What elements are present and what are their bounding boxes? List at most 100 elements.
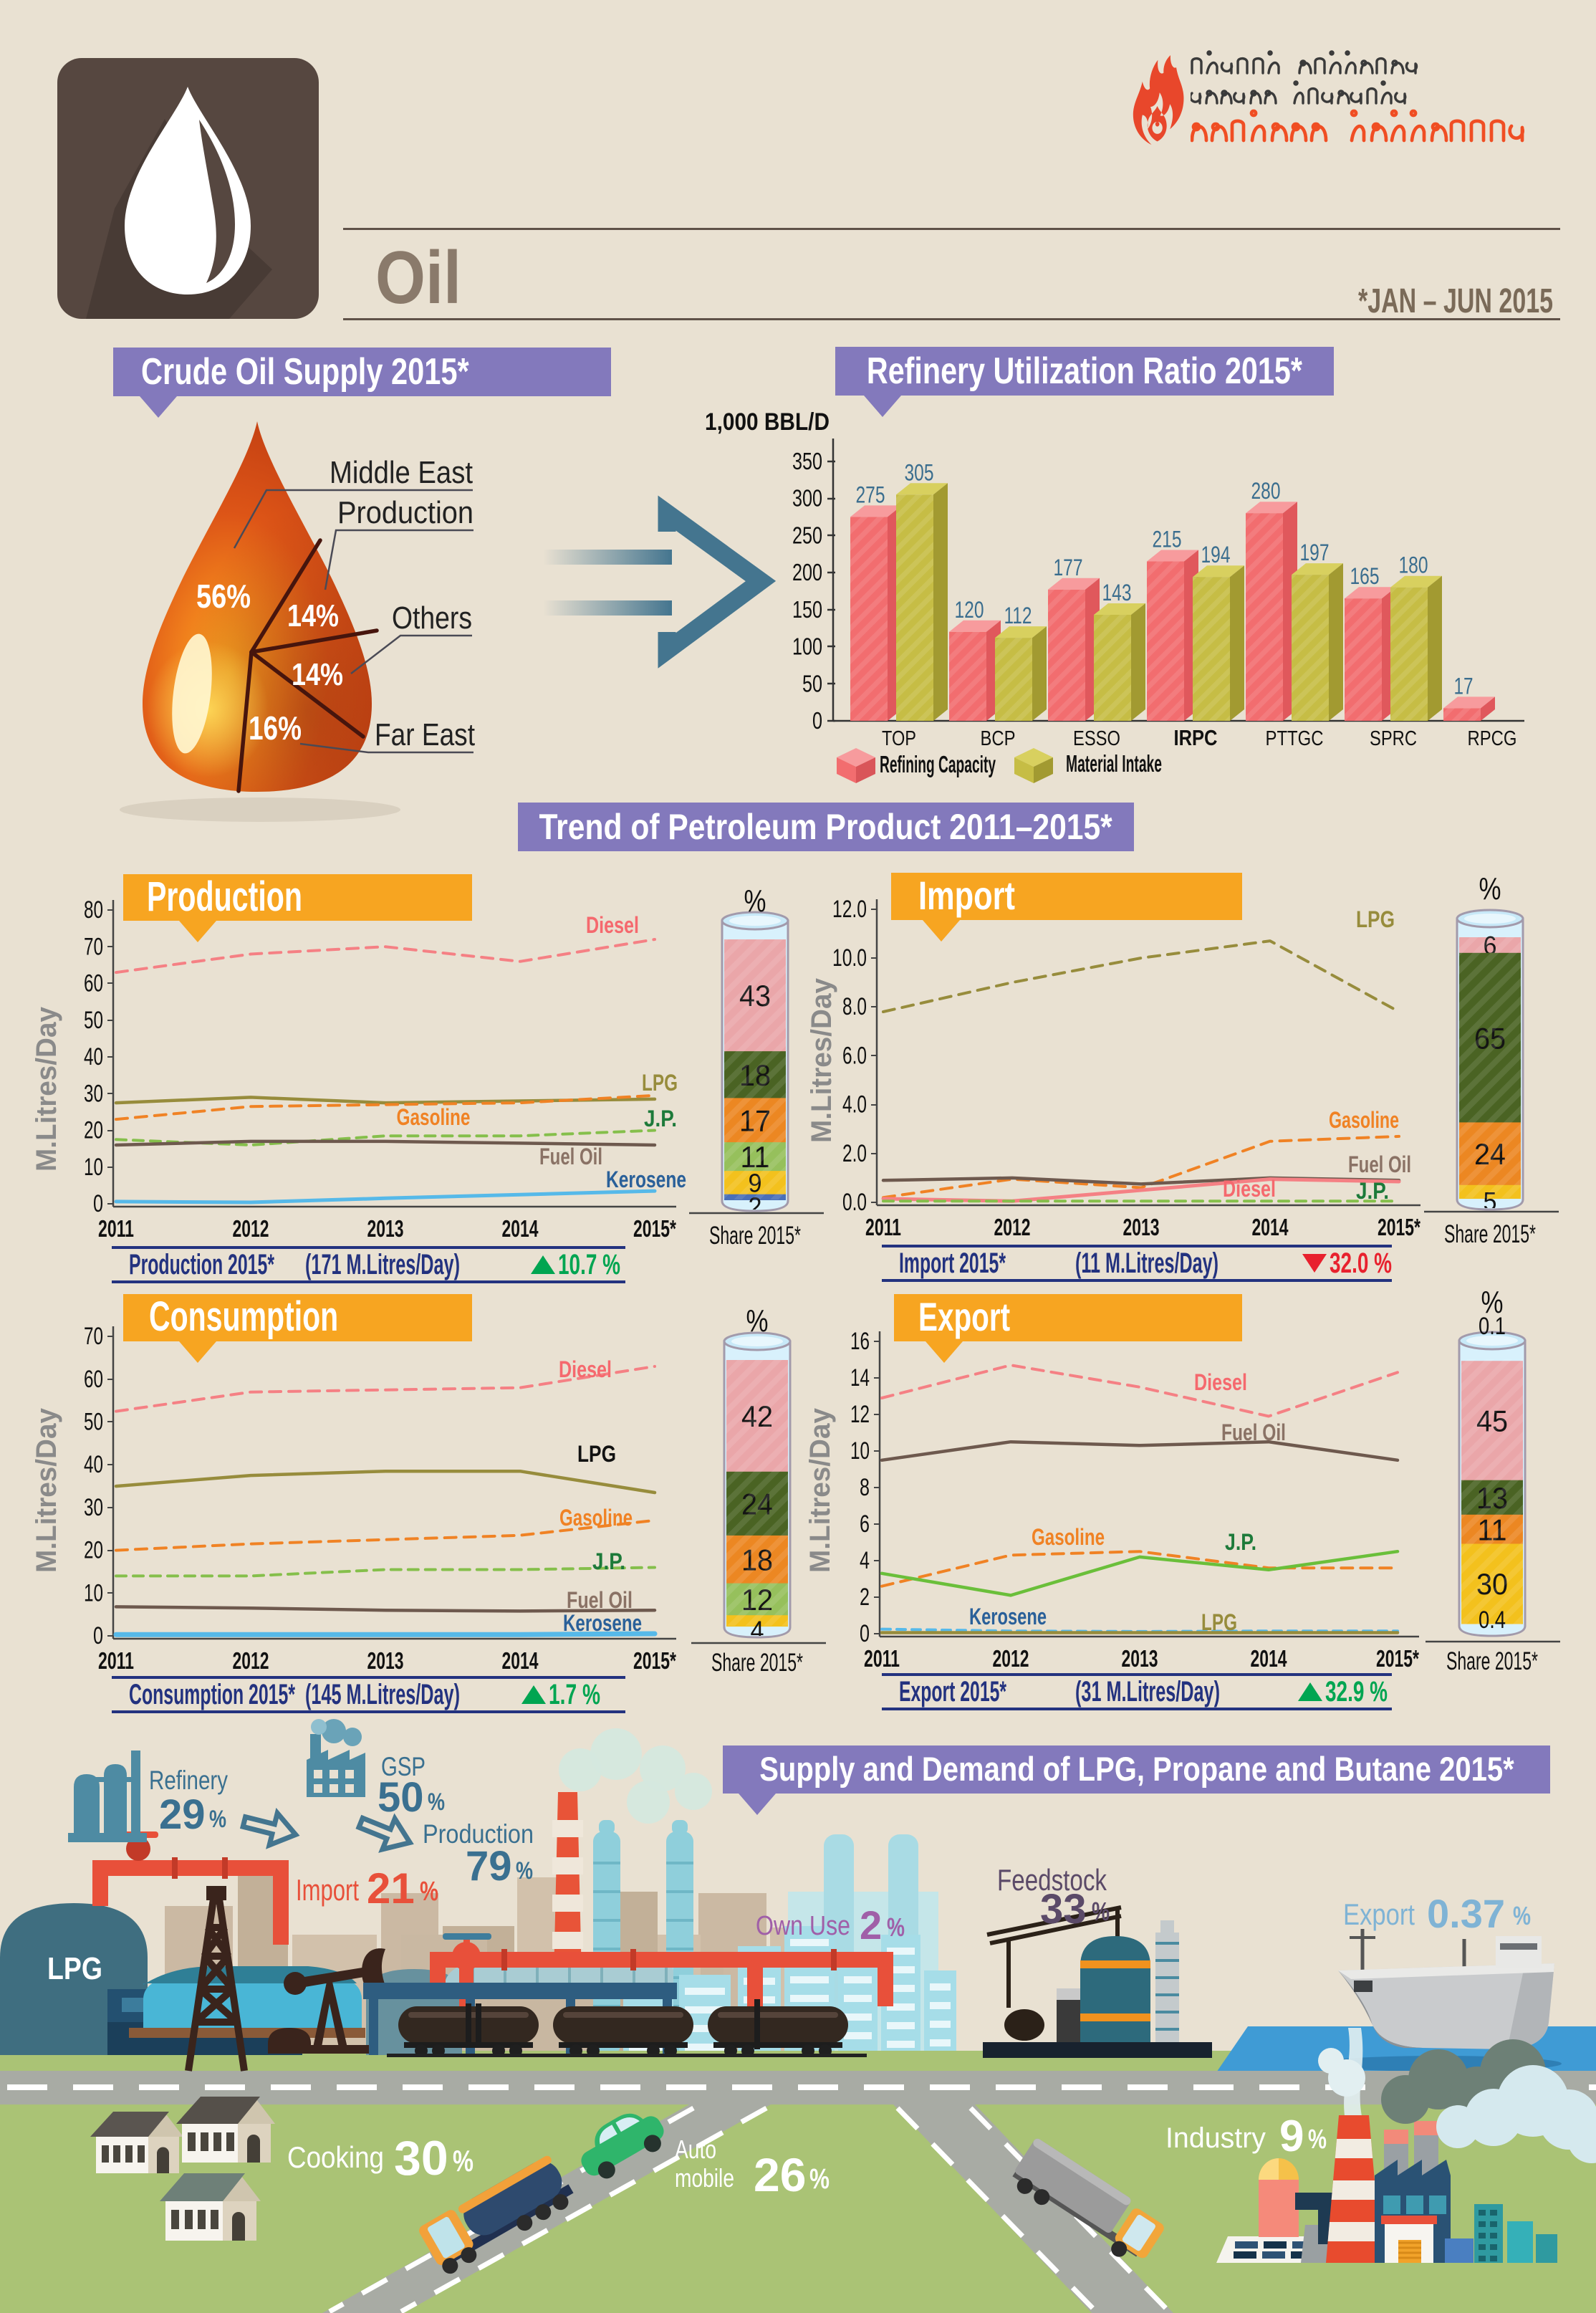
svg-text:BCP: BCP [981, 727, 1016, 750]
svg-text:9: 9 [1279, 2112, 1304, 2161]
svg-text:J.P.: J.P. [644, 1106, 677, 1131]
svg-text:2013: 2013 [367, 1647, 404, 1674]
svg-text:%: % [809, 2163, 830, 2195]
svg-text:Diesel: Diesel [1223, 1176, 1276, 1202]
svg-text:Production: Production [423, 1819, 534, 1849]
svg-text:50: 50 [84, 1007, 103, 1034]
svg-text:GSP: GSP [381, 1752, 426, 1781]
svg-text:Diesel: Diesel [586, 912, 639, 938]
svg-text:60: 60 [84, 1366, 103, 1393]
svg-text:79: 79 [466, 1843, 512, 1890]
svg-text:Cooking: Cooking [287, 2140, 384, 2174]
svg-text:2011: 2011 [865, 1214, 901, 1240]
svg-text:10.7 %: 10.7 % [558, 1249, 620, 1280]
svg-text:ESSO: ESSO [1073, 727, 1120, 750]
svg-text:1.7 %: 1.7 % [549, 1679, 600, 1710]
svg-text:100: 100 [792, 633, 822, 660]
svg-text:Fuel Oil: Fuel Oil [1348, 1151, 1411, 1177]
svg-text:%: % [420, 1877, 438, 1907]
svg-text:J.P.: J.P. [1225, 1529, 1256, 1555]
svg-text:21: 21 [367, 1864, 415, 1912]
svg-text:30: 30 [84, 1080, 103, 1107]
svg-text:%: % [209, 1806, 226, 1833]
svg-text:PTTGC: PTTGC [1266, 727, 1324, 750]
svg-text:%: % [516, 1857, 533, 1885]
svg-text:150: 150 [792, 596, 822, 623]
svg-text:2013: 2013 [1122, 1645, 1158, 1672]
svg-text:%: % [746, 1303, 769, 1339]
svg-text:10: 10 [850, 1437, 870, 1465]
svg-text:143: 143 [1102, 580, 1132, 605]
svg-text:30: 30 [84, 1494, 103, 1521]
svg-text:Fuel Oil: Fuel Oil [567, 1587, 633, 1613]
svg-text:Export 2015*: Export 2015* [899, 1676, 1006, 1708]
svg-text:6: 6 [860, 1510, 870, 1538]
svg-text:26: 26 [754, 2148, 806, 2201]
svg-text:Gasoline: Gasoline [397, 1104, 471, 1130]
svg-text:0.0: 0.0 [842, 1189, 867, 1216]
svg-text:Fuel Oil: Fuel Oil [1221, 1419, 1286, 1445]
svg-text:305: 305 [905, 459, 934, 485]
svg-text:40: 40 [84, 1451, 103, 1478]
svg-text:6.0: 6.0 [842, 1042, 867, 1069]
svg-text:30: 30 [394, 2131, 448, 2185]
svg-text:56%: 56% [196, 578, 251, 615]
svg-text:IRPC: IRPC [1174, 725, 1218, 750]
svg-text:Production: Production [337, 495, 473, 530]
svg-text:%: % [1481, 1285, 1504, 1320]
svg-text:Far East: Far East [375, 717, 475, 752]
svg-text:70: 70 [84, 1323, 103, 1350]
svg-text:Gasoline: Gasoline [1032, 1524, 1105, 1550]
svg-text:2.0: 2.0 [842, 1140, 867, 1167]
svg-text:40: 40 [84, 1043, 103, 1071]
svg-text:32.0 %: 32.0 % [1330, 1248, 1392, 1279]
svg-text:250: 250 [792, 522, 822, 548]
svg-text:M.Litres/Day: M.Litres/Day [806, 977, 837, 1143]
svg-text:2012: 2012 [233, 1215, 269, 1242]
svg-text:280: 280 [1251, 478, 1281, 504]
svg-text:%: % [428, 1788, 445, 1816]
svg-text:Import 2015*: Import 2015* [899, 1248, 1006, 1279]
svg-text:14%: 14% [287, 598, 339, 633]
svg-text:Material Intake: Material Intake [1066, 750, 1162, 777]
svg-text:mobile: mobile [675, 2163, 734, 2193]
svg-text:Kerosene: Kerosene [563, 1610, 642, 1636]
svg-text:20: 20 [84, 1117, 103, 1144]
svg-text:Gasoline: Gasoline [1329, 1107, 1399, 1133]
svg-text:(11 M.Litres/Day): (11 M.Litres/Day) [1075, 1248, 1218, 1279]
svg-text:180: 180 [1399, 552, 1428, 578]
svg-text:10: 10 [84, 1579, 103, 1606]
svg-text:0.37: 0.37 [1427, 1891, 1505, 1936]
svg-text:LPG: LPG [47, 1951, 102, 1986]
svg-text:16: 16 [850, 1328, 870, 1355]
svg-text:Refining Capacity: Refining Capacity [880, 751, 996, 777]
svg-text:%: % [453, 2144, 473, 2178]
svg-text:Share 2015*: Share 2015* [709, 1222, 801, 1250]
svg-text:14: 14 [850, 1364, 870, 1392]
svg-text:2014: 2014 [1251, 1645, 1287, 1672]
svg-text:32.9 %: 32.9 % [1325, 1676, 1388, 1708]
svg-text:TOP: TOP [882, 727, 916, 750]
svg-text:Kerosene: Kerosene [606, 1167, 686, 1192]
svg-text:10: 10 [84, 1154, 103, 1181]
svg-text:0: 0 [93, 1190, 103, 1217]
svg-text:0: 0 [860, 1620, 870, 1647]
svg-text:LPG: LPG [577, 1441, 616, 1467]
svg-text:%: % [1479, 871, 1501, 906]
svg-text:20: 20 [84, 1537, 103, 1564]
svg-text:Share 2015*: Share 2015* [711, 1649, 803, 1677]
svg-text:2011: 2011 [98, 1215, 134, 1242]
svg-text:0: 0 [812, 707, 822, 734]
svg-text:2015*: 2015* [1376, 1645, 1419, 1672]
svg-text:50: 50 [378, 1774, 424, 1821]
svg-text:12: 12 [850, 1401, 870, 1428]
svg-text:Industry: Industry [1165, 2122, 1266, 2154]
svg-text:0: 0 [93, 1622, 103, 1649]
svg-text:Fuel Oil: Fuel Oil [539, 1144, 602, 1169]
svg-text:10.0: 10.0 [832, 944, 867, 972]
svg-text:2014: 2014 [1252, 1214, 1289, 1240]
svg-text:2014: 2014 [502, 1215, 539, 1242]
svg-text:33: 33 [1040, 1886, 1087, 1933]
svg-text:Kerosene: Kerosene [969, 1604, 1047, 1629]
svg-text:(171 M.Litres/Day): (171 M.Litres/Day) [305, 1249, 460, 1280]
